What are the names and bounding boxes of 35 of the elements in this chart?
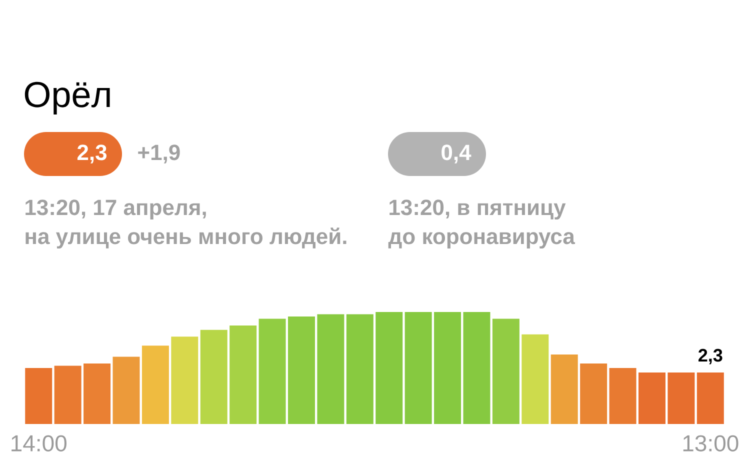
bar xyxy=(346,314,374,424)
bar xyxy=(84,364,111,424)
x-tick-label: 13:00 xyxy=(683,435,738,452)
bar xyxy=(142,346,169,424)
text: 0,4 xyxy=(442,144,472,164)
bar xyxy=(696,372,724,424)
chart-title: Орёл xyxy=(24,82,110,114)
bar xyxy=(171,336,198,424)
text: до коронавируса xyxy=(388,232,576,249)
text: +1,9 xyxy=(138,144,180,164)
bar xyxy=(580,364,608,424)
bar xyxy=(25,368,52,424)
bar xyxy=(609,368,636,424)
bar xyxy=(376,312,403,424)
bar xyxy=(404,312,432,424)
bar xyxy=(317,314,344,424)
bar xyxy=(550,354,578,424)
bar xyxy=(112,356,140,424)
bar xyxy=(434,312,462,424)
x-tick-label: 14:00 xyxy=(12,435,66,452)
text: 2,3 xyxy=(77,144,106,164)
bar xyxy=(522,334,549,424)
bar xyxy=(258,318,286,424)
bar xyxy=(668,372,695,424)
bar xyxy=(200,330,228,424)
bar xyxy=(463,312,490,424)
data-label: 2,3 xyxy=(698,348,722,364)
text: 13:20, 17 апреля, xyxy=(26,200,206,220)
text: 13:20, в пятницу xyxy=(390,200,566,220)
bar xyxy=(288,316,315,424)
bar xyxy=(492,318,520,424)
bar xyxy=(230,325,257,424)
bar xyxy=(638,372,666,424)
bar xyxy=(54,366,82,424)
text: на улице очень много людей. xyxy=(26,228,346,249)
